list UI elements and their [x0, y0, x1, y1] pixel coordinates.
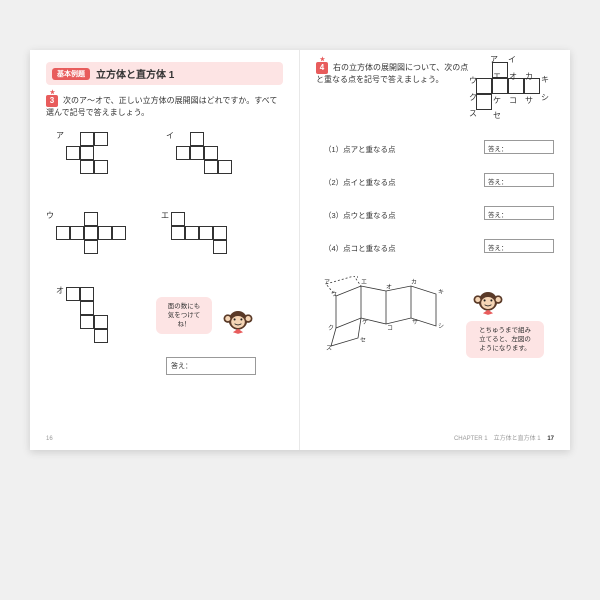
monkey-icon: [221, 305, 255, 339]
vtx-i: イ: [508, 54, 516, 65]
q3-bubble-text: 面の数にも 気をつけてね！: [168, 303, 201, 328]
vtx-ke: ケ: [493, 95, 501, 106]
sub-q-4-text: （4）点コと重なる点: [324, 243, 396, 254]
sub-q-2: （2）点イと重なる点 答え：: [316, 167, 554, 192]
sub-q-1: （1）点アと重なる点 答え：: [316, 134, 554, 159]
q3-answer-label: 答え：: [171, 361, 192, 371]
svg-text:イ: イ: [354, 276, 360, 280]
page-number-left: 16: [46, 436, 53, 442]
monkey-icon-2: [471, 286, 505, 320]
vtx-ki: キ: [541, 74, 549, 85]
footer-right: CHAPTER 1 立方体と直方体 1 17: [454, 433, 554, 442]
net-u-wrap: ウ: [56, 212, 126, 256]
svg-text:コ: コ: [387, 325, 393, 332]
net-e: [171, 212, 241, 254]
svg-text:ス: ス: [326, 345, 332, 352]
svg-text:サ: サ: [412, 319, 418, 326]
question-3: 3 次のア～オで、正しい立方体の展開図はどれですか。すべて選んで記号で答えましょ…: [46, 95, 283, 119]
sub-q-2-answer[interactable]: 答え：: [484, 173, 554, 187]
section-header: 基本例題 立方体と直方体 1: [46, 62, 283, 85]
svg-text:ク: ク: [328, 325, 334, 332]
q4-bubble-text: とちゅうまで組み 立てると、左図の ようになります。: [479, 327, 531, 352]
nets-container: ア イ: [46, 127, 283, 387]
net-e-wrap: エ: [171, 212, 241, 256]
svg-text:ウ: ウ: [331, 290, 337, 298]
net-a-wrap: ア: [66, 132, 122, 190]
sub-q-4: （4）点コと重なる点 答え：: [316, 233, 554, 258]
svg-text:カ: カ: [411, 279, 417, 286]
page-left: 基本例題 立方体と直方体 1 3 次のア～オで、正しい立方体の展開図はどれですか…: [30, 50, 300, 450]
vtx-shi: シ: [541, 92, 549, 103]
sub-q-3-answer[interactable]: 答え：: [484, 206, 554, 220]
svg-text:ア: ア: [324, 279, 330, 286]
vtx-ka: カ: [525, 71, 533, 82]
sub-q-3-text: （3）点ウと重なる点: [324, 210, 396, 221]
net-o-wrap: オ: [66, 287, 122, 345]
book-spread: 基本例題 立方体と直方体 1 3 次のア～オで、正しい立方体の展開図はどれですか…: [30, 50, 570, 450]
q4-net-diagram: ア イ ウ エ オ カ キ ク ケ コ サ シ ス セ: [476, 62, 554, 122]
sub-q-3: （3）点ウと重なる点 答え：: [316, 200, 554, 225]
sub-q-1-text: （1）点アと重なる点: [324, 144, 396, 155]
sub-q-4-answer[interactable]: 答え：: [484, 239, 554, 253]
net-a: [66, 132, 122, 188]
svg-text:ケ: ケ: [362, 319, 368, 326]
q3-answer-box[interactable]: 答え：: [166, 357, 256, 375]
vtx-su: ス: [469, 108, 477, 119]
net-u-label: ウ: [46, 210, 54, 221]
svg-text:オ: オ: [386, 284, 392, 291]
chapter-label: CHAPTER 1 立方体と直方体 1: [454, 436, 541, 442]
net-o: [66, 287, 122, 343]
page-number-right: 17: [547, 436, 554, 442]
net-i: [176, 132, 232, 188]
vtx-ko: コ: [509, 95, 517, 106]
q4-number: 4: [316, 62, 328, 74]
net-u: [56, 212, 126, 254]
svg-text:エ: エ: [361, 279, 367, 286]
question-4: 4 右の立方体の展開図について、次の点と重なる点を記号で答えましょう。 ア イ …: [316, 62, 554, 122]
q4-fold-diagram-area: ア イ ウ エ オ カ キ ク ケ コ サ シ ス セ: [316, 276, 554, 366]
q4-speech-bubble: とちゅうまで組み 立てると、左図の ようになります。: [466, 321, 544, 358]
svg-text:シ: シ: [438, 324, 444, 330]
vtx-ku: ク: [469, 92, 477, 103]
q3-speech-bubble: 面の数にも 気をつけてね！: [156, 297, 212, 334]
net-o-label: オ: [56, 285, 64, 296]
svg-text:キ: キ: [438, 290, 444, 296]
q3-number: 3: [46, 95, 58, 107]
vtx-o: オ: [509, 71, 517, 82]
q4-text: 右の立方体の展開図について、次の点と重なる点を記号で答えましょう。: [316, 63, 468, 84]
vtx-a: ア: [490, 54, 498, 65]
vtx-se: セ: [493, 110, 501, 121]
svg-text:セ: セ: [360, 337, 366, 344]
header-tag: 基本例題: [52, 68, 90, 80]
sub-q-1-answer[interactable]: 答え：: [484, 140, 554, 154]
vtx-e: エ: [493, 71, 501, 82]
net-i-wrap: イ: [176, 132, 232, 190]
sub-q-2-text: （2）点イと重なる点: [324, 177, 396, 188]
q3-text: 次のア～オで、正しい立方体の展開図はどれですか。すべて選んで記号で答えましょう。: [46, 96, 277, 117]
header-title: 立方体と直方体 1: [96, 66, 174, 81]
net-i-label: イ: [166, 130, 174, 141]
q4-sub-questions: （1）点アと重なる点 答え： （2）点イと重なる点 答え： （3）点ウと重なる点…: [316, 134, 554, 258]
vtx-sa: サ: [525, 95, 533, 106]
fold-diagram: ア イ ウ エ オ カ キ ク ケ コ サ シ ス セ: [316, 276, 466, 356]
page-right: 4 右の立方体の展開図について、次の点と重なる点を記号で答えましょう。 ア イ …: [300, 50, 570, 450]
vtx-u: ウ: [469, 75, 477, 86]
net-a-label: ア: [56, 130, 64, 141]
net-e-label: エ: [161, 210, 169, 221]
